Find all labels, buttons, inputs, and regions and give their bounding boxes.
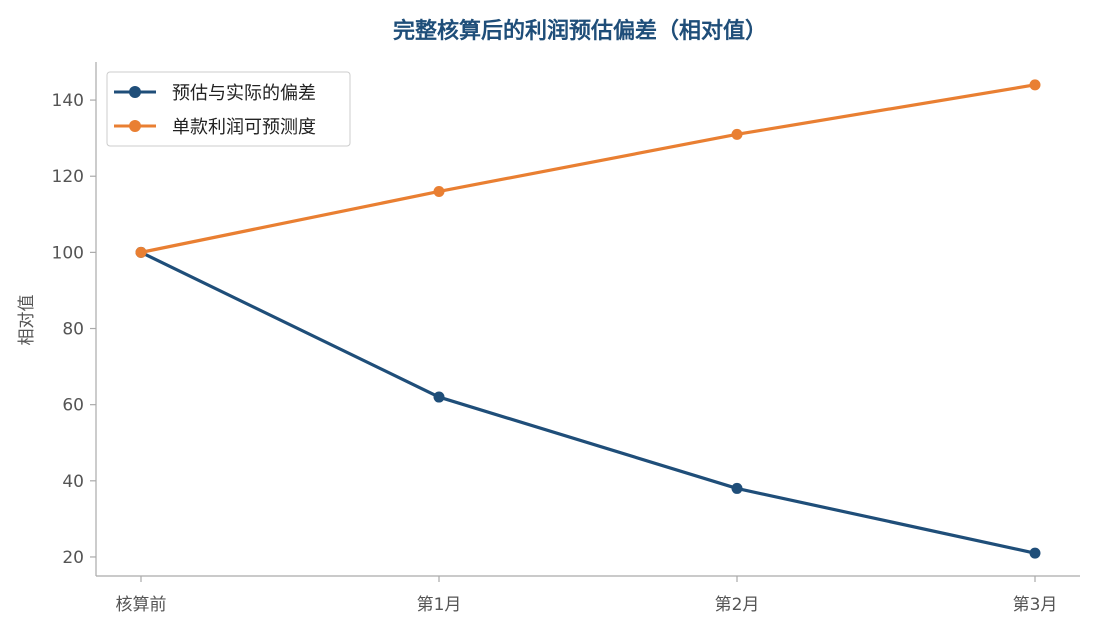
series-line-0 xyxy=(139,250,1037,555)
series-line-1 xyxy=(139,83,1037,254)
x-tick-label: 核算前 xyxy=(116,595,167,615)
y-tick-label: 120 xyxy=(52,167,84,187)
chart-title: 完整核算后的利润预估偏差（相对值） xyxy=(393,18,767,44)
y-tick-label: 140 xyxy=(52,91,84,111)
x-tick-label: 第1月 xyxy=(417,595,462,615)
data-point xyxy=(1029,79,1041,91)
data-point xyxy=(1029,547,1041,559)
data-point xyxy=(731,482,743,494)
y-tick-label: 100 xyxy=(52,243,84,263)
y-tick-label: 40 xyxy=(62,472,84,492)
y-tick-label: 80 xyxy=(62,320,84,340)
y-ticks: 20 40 60 80 100 120 140 xyxy=(52,91,96,568)
legend-marker xyxy=(129,86,141,98)
data-point xyxy=(731,128,743,140)
data-point xyxy=(433,391,445,403)
y-tick-label: 60 xyxy=(62,396,84,416)
legend-label: 预估与实际的偏差 xyxy=(172,83,316,104)
legend-label: 单款利润可预测度 xyxy=(172,117,316,138)
data-point xyxy=(433,185,445,197)
x-tick-label: 第2月 xyxy=(715,595,760,615)
legend-box xyxy=(106,71,351,147)
data-point xyxy=(135,246,147,258)
x-tick-label: 第3月 xyxy=(1013,595,1058,615)
y-tick-label: 20 xyxy=(62,548,84,568)
legend: 预估与实际的偏差 单款利润可预测度 xyxy=(106,71,351,147)
legend-marker xyxy=(129,120,141,132)
x-ticks: 核算前 第1月 第2月 第3月 xyxy=(116,576,1058,615)
y-axis-label: 相对值 xyxy=(17,295,37,346)
series-layer xyxy=(135,79,1041,559)
